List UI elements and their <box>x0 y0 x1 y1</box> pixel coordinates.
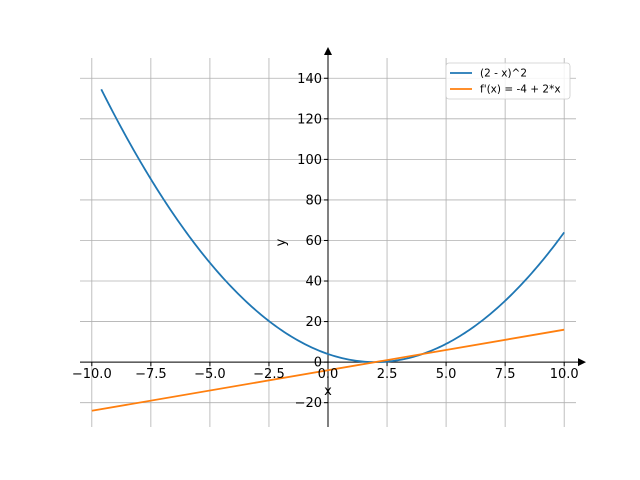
y-tick-label: 20 <box>305 315 322 330</box>
x-axis-arrow <box>578 358 586 367</box>
y-tick-label: 40 <box>305 275 322 290</box>
x-tick-label: −2.5 <box>253 367 285 382</box>
x-tick-label: 7.5 <box>495 367 516 382</box>
x-tick-label: 2.5 <box>377 367 398 382</box>
y-tick-label: 60 <box>305 234 322 249</box>
x-axis-label: x <box>324 384 332 399</box>
y-axis-label: y <box>274 238 289 246</box>
x-tick-label: −10.0 <box>72 367 112 382</box>
y-tick-label: 120 <box>297 112 322 127</box>
plot-area <box>91 88 565 412</box>
legend-box <box>445 62 571 100</box>
y-tick-label: 0 <box>314 356 322 371</box>
x-tick-label: −5.0 <box>194 367 226 382</box>
axes <box>80 47 586 427</box>
legend-label-1: (2 - x)^2 <box>480 68 527 80</box>
y-tick-label: −20 <box>295 396 322 411</box>
legend: (2 - x)^2 f'(x) = -4 + 2*x <box>445 62 571 100</box>
series-line-2 <box>91 328 565 412</box>
series-line-1 <box>100 88 565 364</box>
x-tick-label: 0.0 <box>318 367 339 382</box>
y-axis-arrow <box>324 47 332 55</box>
x-tick-label: 10.0 <box>550 367 579 382</box>
tick-labels: −10.0 −7.5 −5.0 −2.5 0.0 2.5 5.0 7.5 10.0 −20 0 20 4… <box>72 72 579 411</box>
y-tick-label: 100 <box>297 153 322 168</box>
x-tick-label: 5.0 <box>436 367 457 382</box>
y-tick-label: 140 <box>297 72 322 87</box>
legend-label-2: f'(x) = -4 + 2*x <box>480 84 561 96</box>
x-tick-label: −7.5 <box>135 367 167 382</box>
y-tick-label: 80 <box>305 193 322 208</box>
